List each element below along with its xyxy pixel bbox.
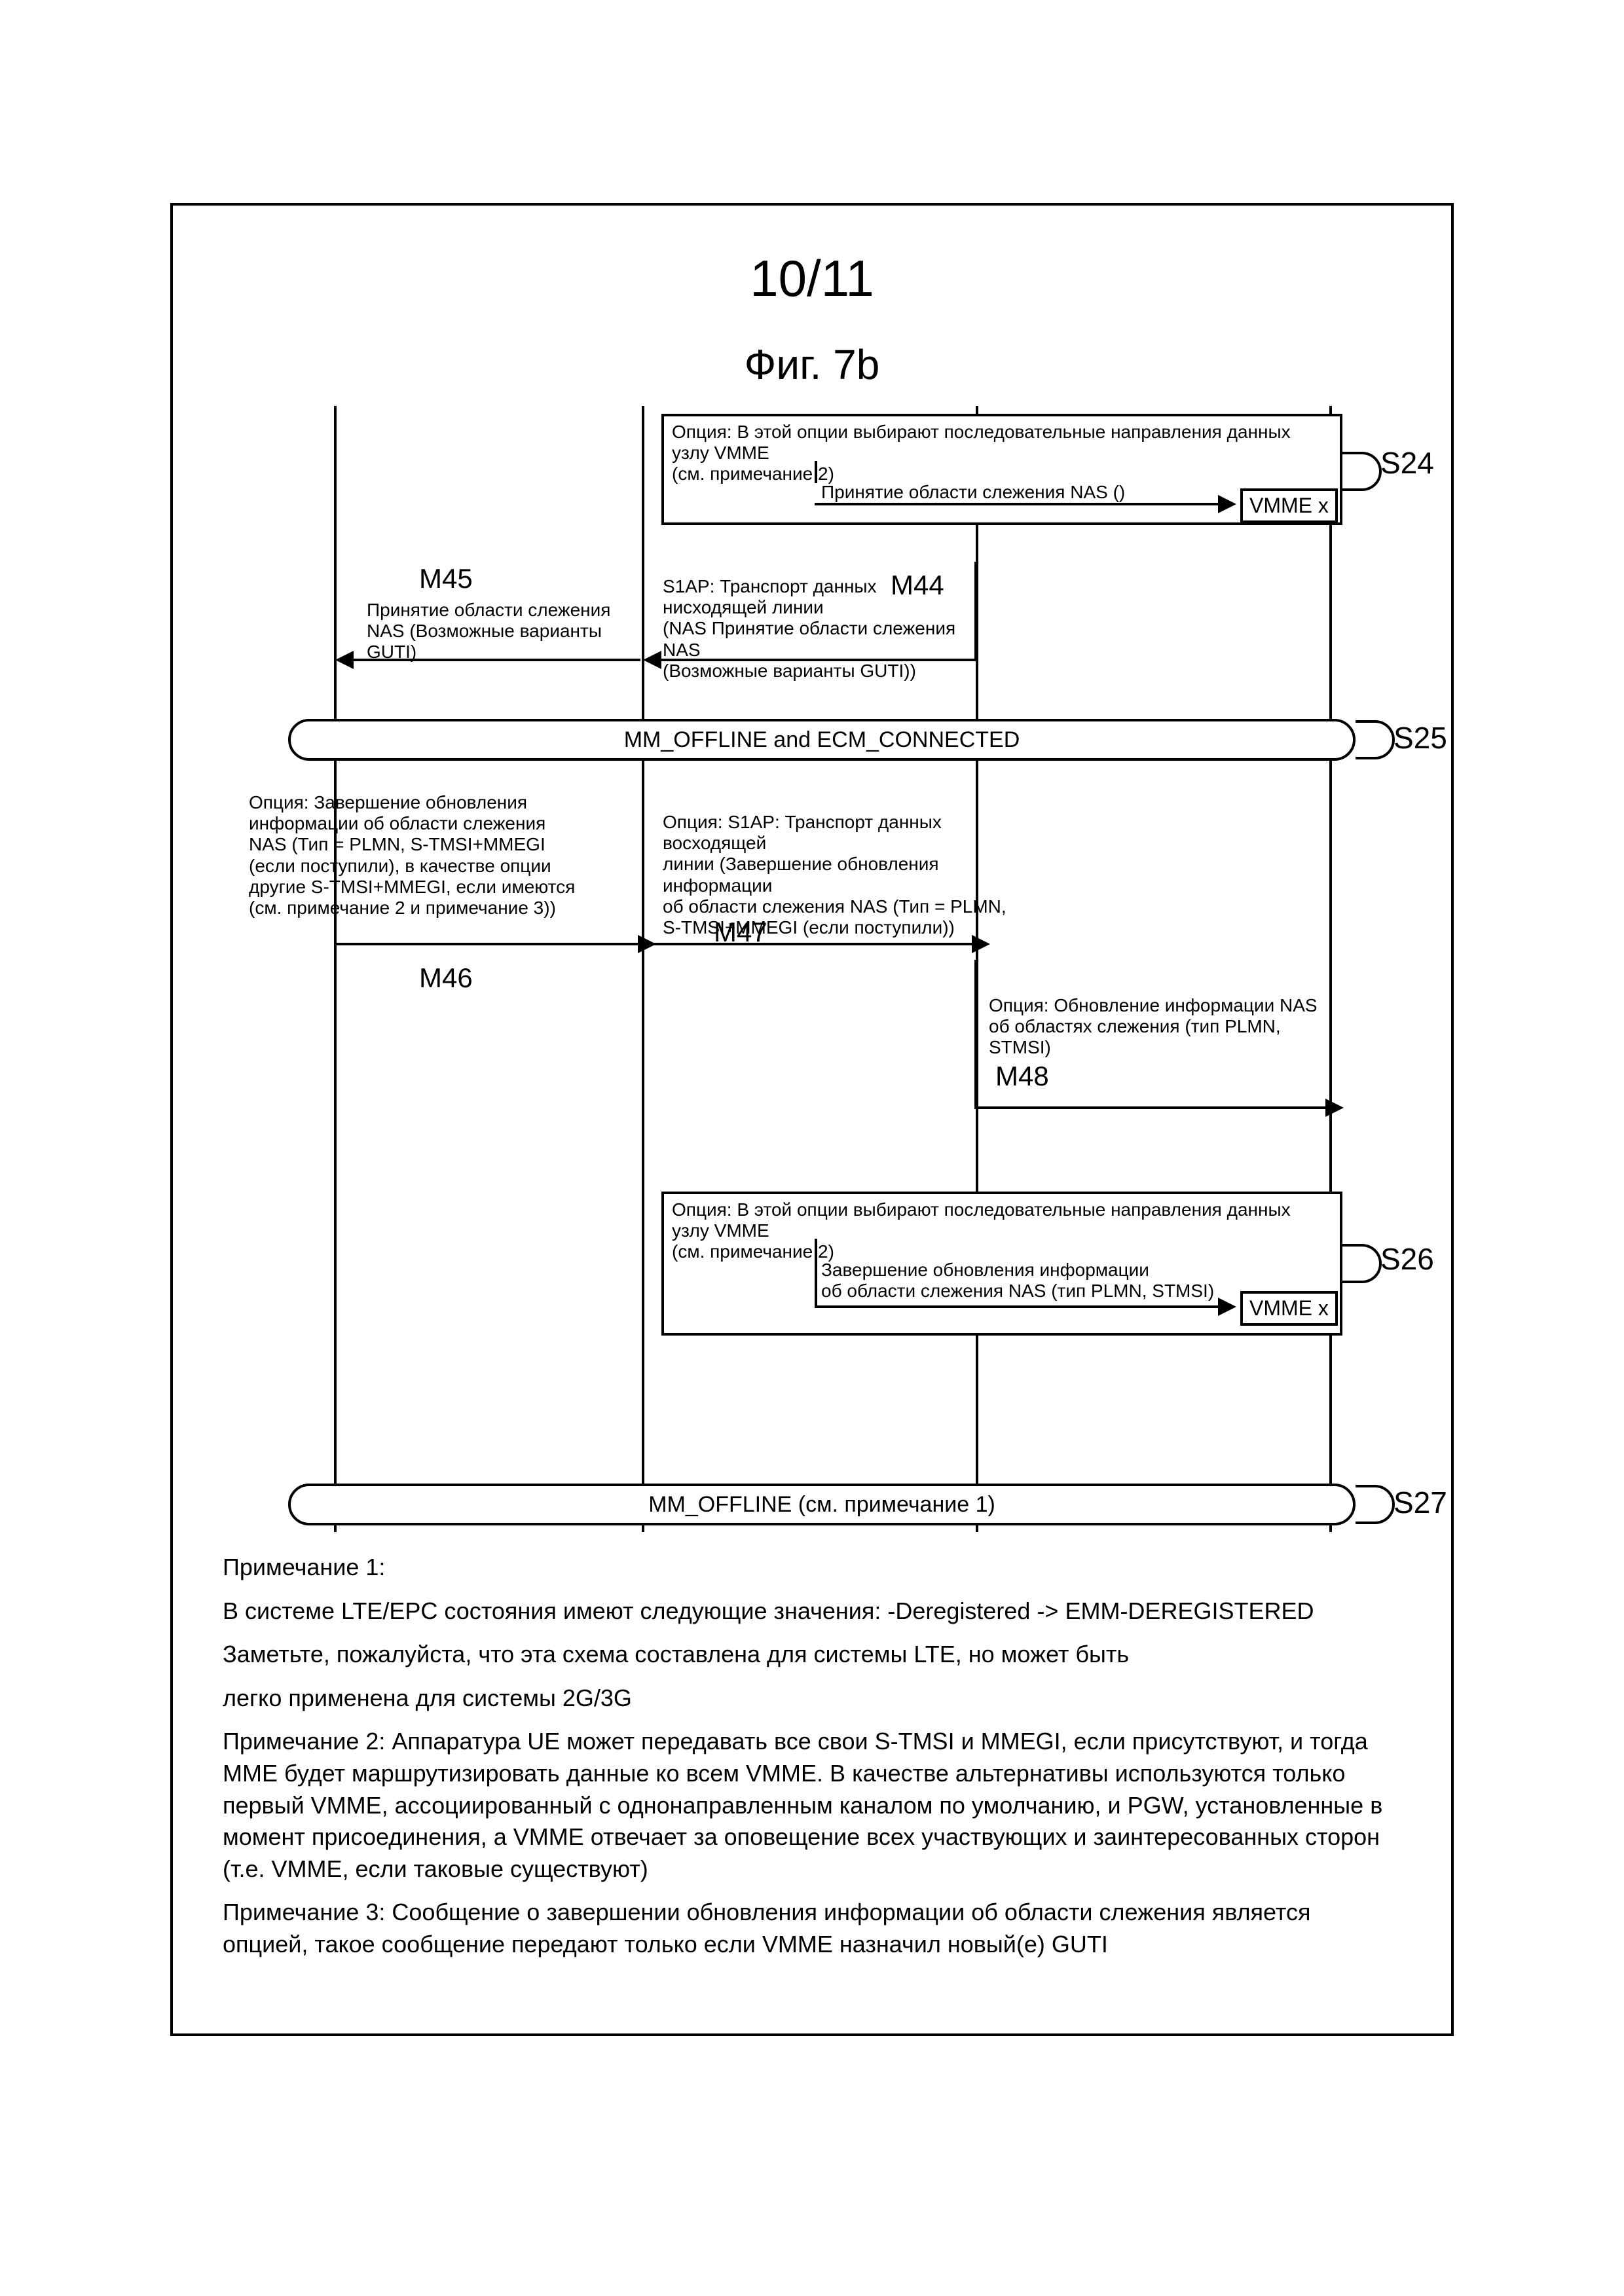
lifeline-1 [334,406,337,1532]
note1-line3: легко применена для системы 2G/3G [223,1683,1401,1715]
s24-label: S24 [1380,445,1434,481]
m45-arrow-head [335,651,354,669]
m48-arrow [977,1106,1328,1109]
s26-line1: Опция: В этой опции выбирают последовате… [672,1199,1332,1241]
note1-line1: В системе LTE/EPC состояния имеют следую… [223,1595,1401,1628]
m44-arrow [660,659,974,661]
m48-text: Опция: Обновление информации NAS об обла… [989,995,1329,1059]
note2: Примечание 2: Аппаратура UE может переда… [223,1726,1401,1885]
m48-label: M48 [995,1061,1049,1092]
s25-label: S25 [1393,720,1447,756]
m48-tick [974,960,977,1109]
m48-arrow-head [1325,1099,1344,1117]
s26-label: S26 [1380,1241,1434,1277]
lifeline-4 [1329,406,1332,1532]
m46-text: Опция: Завершение обновления информации … [249,792,616,919]
lifeline-2 [642,406,644,1532]
s24-line1: Опция: В этой опции выбирают последовате… [672,422,1332,464]
m44-tick [974,562,977,661]
s26-arrow-head [1218,1298,1236,1316]
s25-bar: MM_OFFLINE and ECM_CONNECTED [288,719,1356,761]
m47-arrow [643,943,974,945]
sequence-diagram: Опция: В этой опции выбирают последовате… [223,406,1401,1532]
m45-text: Принятие области слежения NAS (Возможные… [367,600,642,663]
s26-line3: Завершение обновления информации об обла… [821,1260,1214,1302]
notes-block: Примечание 1: В системе LTE/EPC состояни… [223,1552,1401,1973]
s24-vmme-box: VMME x [1240,488,1338,523]
note1-title: Примечание 1: [223,1552,1401,1584]
figure-label: Фиг. 7b [745,340,880,389]
s24-line3: Принятие области слежения NAS () [821,482,1125,503]
s26-bracket [1342,1244,1382,1283]
s26-option-box: Опция: В этой опции выбирают последовате… [661,1192,1342,1336]
page-number: 10/11 [750,249,874,308]
s24-arrow-v [815,461,817,483]
m44-label: M44 [891,570,944,601]
s27-bracket [1356,1485,1395,1524]
s24-option-box: Опция: В этой опции выбирают последовате… [661,414,1342,525]
note3: Примечание 3: Сообщение о завершении обн… [223,1897,1401,1960]
s26-arrow-h [815,1305,1221,1308]
m44-arrow-head [643,651,661,669]
m46-arrow [335,943,640,945]
s24-bracket [1342,452,1382,491]
m47-arrow-head [972,935,990,953]
s27-label: S27 [1393,1485,1447,1520]
s24-arrow-h [815,503,1221,505]
m45-label: M45 [419,563,473,594]
s24-arrow-head [1218,495,1236,513]
m46-label: M46 [419,962,473,994]
s25-bracket [1356,720,1395,759]
s26-vmme-box: VMME x [1240,1291,1338,1326]
s27-bar: MM_OFFLINE (см. примечание 1) [288,1484,1356,1525]
s26-arrow-v [815,1239,817,1305]
m45-arrow [352,659,640,661]
note1-line2: Заметьте, пожалуйста, что эта схема сост… [223,1639,1401,1671]
